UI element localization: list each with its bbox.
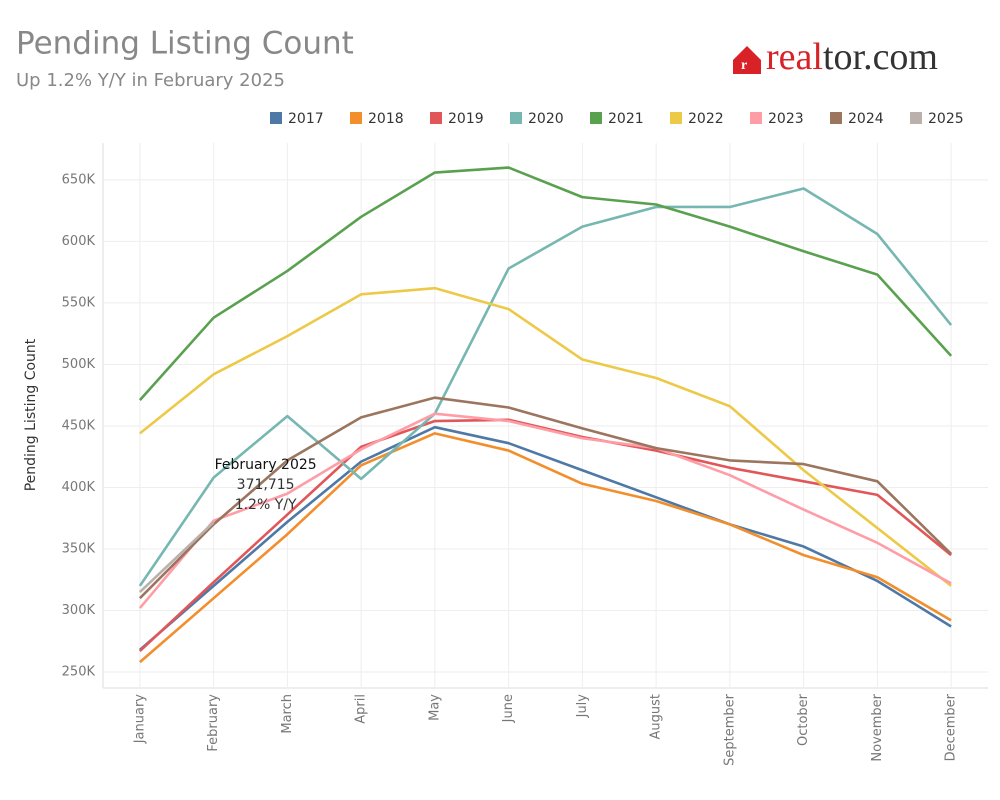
series-line	[138, 412, 952, 609]
legend-swatch	[670, 112, 682, 124]
y-tick-label: 250K	[62, 665, 96, 680]
legend-label: 2024	[848, 111, 884, 127]
x-tick-label: April	[354, 694, 369, 724]
legend-swatch	[910, 112, 922, 124]
legend-swatch	[510, 112, 522, 124]
x-tick-label: May	[427, 694, 442, 721]
legend-swatch	[750, 112, 762, 124]
legend-swatch	[430, 112, 442, 124]
y-tick-label: 450K	[62, 418, 96, 433]
x-tick-label: July	[575, 694, 590, 719]
y-tick-label: 400K	[62, 480, 96, 495]
series-line	[139, 425, 952, 651]
series-line	[139, 286, 952, 587]
y-tick-label: 300K	[62, 603, 96, 618]
x-tick-label: December	[944, 693, 959, 761]
legend-label: 2019	[448, 111, 484, 127]
series-line	[138, 166, 953, 401]
legend-label: 2021	[608, 111, 644, 127]
series-line	[138, 418, 952, 653]
x-tick-label: November	[870, 693, 885, 761]
x-tick-label: February	[206, 694, 221, 752]
legend-label: 2020	[528, 111, 564, 127]
x-tick-label: October	[796, 693, 811, 746]
y-tick-label: 600K	[62, 234, 96, 249]
x-tick-label: August	[649, 694, 664, 740]
legend-label: 2025	[928, 111, 964, 127]
series-line	[139, 432, 952, 664]
legend-label: 2023	[768, 111, 804, 127]
logo-icon	[733, 46, 761, 74]
chart-title: Pending Listing Count	[16, 26, 354, 62]
x-tick-label: June	[501, 694, 516, 723]
legend-swatch	[350, 112, 362, 124]
series-line	[138, 521, 215, 593]
x-tick-label: September	[722, 693, 737, 766]
x-tick-label: March	[280, 694, 295, 734]
series-line	[138, 396, 953, 600]
y-axis-title: Pending Listing Count	[23, 338, 39, 491]
legend-swatch	[830, 112, 842, 124]
logo-red: real	[766, 36, 823, 78]
legend-swatch	[590, 112, 602, 124]
logo-dark: tor.com	[823, 36, 938, 78]
y-tick-label: 350K	[62, 541, 96, 556]
x-tick-label: January	[132, 694, 147, 745]
logo: r realtor.com	[733, 36, 938, 78]
annotation-change: 1.2% Y/Y	[235, 497, 297, 513]
legend-label: 2018	[368, 111, 404, 127]
y-tick-label: 500K	[62, 357, 96, 372]
logo-icon-letter: r	[741, 58, 747, 73]
chart-subtitle: Up 1.2% Y/Y in February 2025	[16, 70, 285, 91]
legend-label: 2022	[688, 111, 724, 127]
series-line	[138, 187, 953, 587]
legend-label: 2017	[288, 111, 324, 127]
legend-swatch	[270, 112, 282, 124]
annotation-title: February 2025	[215, 457, 317, 473]
y-tick-label: 650K	[62, 172, 96, 187]
annotation-value: 371,715	[237, 477, 295, 493]
logo-text: realtor.com	[766, 36, 938, 78]
y-tick-label: 550K	[62, 295, 96, 310]
